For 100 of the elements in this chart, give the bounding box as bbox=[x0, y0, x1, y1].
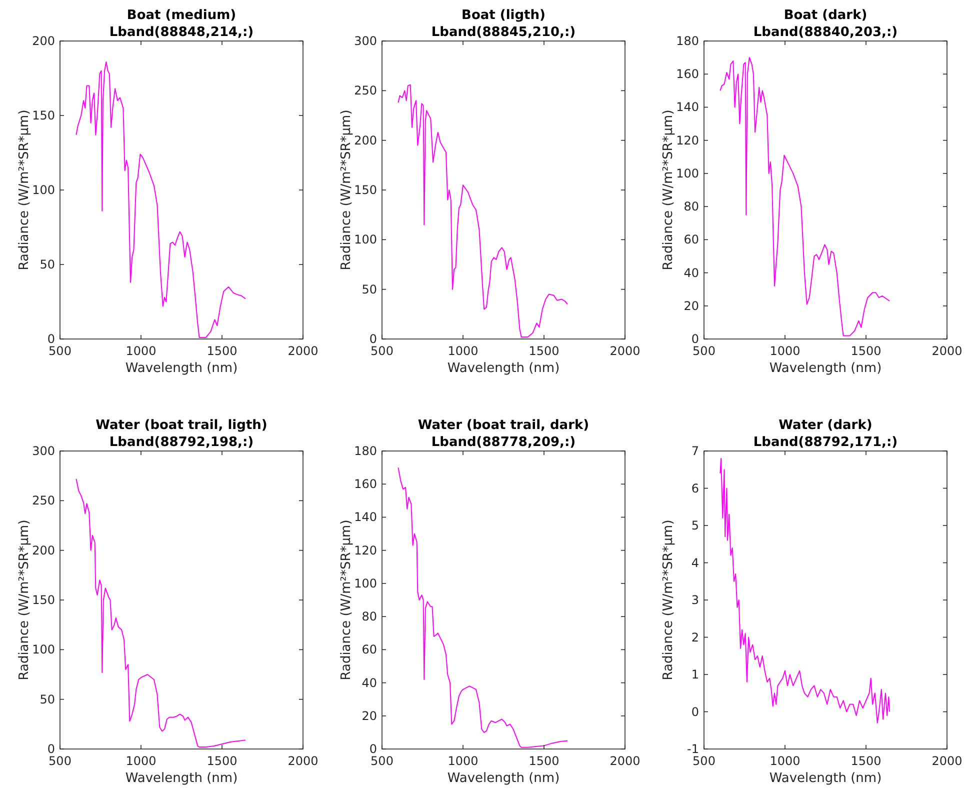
y-tick-label: 20 bbox=[362, 708, 377, 723]
x-tick-label: 1500 bbox=[528, 754, 560, 768]
line-series bbox=[720, 458, 890, 724]
y-tick-label: 250 bbox=[32, 494, 55, 508]
y-tick-label: 150 bbox=[32, 108, 55, 122]
x-tick-label: 1500 bbox=[850, 344, 882, 358]
y-tick-label: 100 bbox=[32, 642, 55, 657]
x-tick-label: 2000 bbox=[288, 754, 318, 768]
x-tick-label: 2000 bbox=[610, 754, 640, 768]
x-tick-label: 500 bbox=[370, 754, 394, 768]
line-series bbox=[720, 57, 890, 336]
y-tick-label: 200 bbox=[354, 133, 377, 148]
y-tick-label: -1 bbox=[687, 742, 699, 756]
x-tick-label: 1000 bbox=[126, 344, 156, 358]
y-tick-label: 200 bbox=[32, 34, 55, 48]
chart-subtitle: Lband(88792,171,:) bbox=[753, 435, 898, 450]
y-axis-title: Radiance (W/m²*SR*μm) bbox=[339, 110, 354, 270]
y-tick-label: 160 bbox=[676, 67, 699, 82]
x-axis-title: Wavelength (nm) bbox=[125, 361, 238, 376]
y-tick-label: 180 bbox=[676, 34, 699, 48]
line-series bbox=[76, 478, 246, 748]
y-tick-label: 50 bbox=[362, 282, 377, 296]
y-axis-title: Radiance (W/m²*SR*μm) bbox=[339, 520, 354, 680]
line-series bbox=[76, 61, 246, 338]
x-tick-label: 2000 bbox=[932, 344, 962, 358]
x-tick-label: 500 bbox=[692, 344, 716, 358]
y-tick-label: 0 bbox=[691, 704, 699, 719]
y-tick-label: 100 bbox=[354, 232, 377, 247]
y-tick-label: 40 bbox=[684, 266, 699, 280]
x-tick-label: 500 bbox=[48, 344, 72, 358]
x-axis-title: Wavelength (nm) bbox=[769, 771, 882, 786]
x-tick-label: 1000 bbox=[448, 344, 478, 358]
y-axis-title: Radiance (W/m²*SR*μm) bbox=[17, 520, 32, 680]
y-tick-label: 0 bbox=[47, 742, 55, 756]
y-tick-label: 50 bbox=[40, 258, 55, 272]
y-tick-label: 4 bbox=[691, 556, 699, 570]
y-tick-label: 60 bbox=[684, 232, 699, 247]
x-tick-label: 1000 bbox=[770, 754, 800, 768]
y-tick-label: 150 bbox=[32, 593, 55, 607]
y-tick-label: 300 bbox=[32, 444, 55, 458]
y-tick-label: 140 bbox=[354, 510, 377, 524]
y-tick-label: 150 bbox=[354, 183, 377, 197]
x-tick-label: 2000 bbox=[610, 344, 640, 358]
x-axis-title: Wavelength (nm) bbox=[447, 771, 560, 786]
chart-title: Boat (dark) bbox=[784, 8, 868, 23]
x-tick-label: 1500 bbox=[850, 754, 882, 768]
chart-subtitle: Lband(88792,198,:) bbox=[109, 435, 254, 450]
y-axis-title: Radiance (W/m²*SR*μm) bbox=[661, 520, 676, 680]
y-tick-label: 0 bbox=[369, 332, 377, 346]
y-tick-label: 0 bbox=[369, 742, 377, 756]
y-axis-title: Radiance (W/m²*SR*μm) bbox=[661, 110, 676, 270]
y-tick-label: 2 bbox=[691, 630, 699, 644]
y-tick-label: 120 bbox=[676, 133, 699, 148]
y-tick-label: 160 bbox=[354, 477, 377, 492]
y-tick-label: 250 bbox=[354, 84, 377, 98]
x-axis-title: Wavelength (nm) bbox=[125, 771, 238, 786]
y-tick-label: 40 bbox=[362, 676, 377, 690]
chart-title: Water (boat trail, ligth) bbox=[96, 418, 268, 433]
y-tick-label: 50 bbox=[40, 692, 55, 706]
x-tick-label: 500 bbox=[48, 754, 72, 768]
y-tick-label: 5 bbox=[691, 518, 699, 532]
y-tick-label: 140 bbox=[676, 100, 699, 114]
y-tick-label: 0 bbox=[47, 332, 55, 346]
y-tick-label: 0 bbox=[691, 332, 699, 346]
line-series bbox=[398, 467, 568, 748]
chart-subtitle: Lband(88848,214,:) bbox=[109, 25, 254, 40]
x-tick-label: 1500 bbox=[206, 344, 238, 358]
y-tick-label: 1 bbox=[691, 668, 699, 682]
y-axis-title: Radiance (W/m²*SR*μm) bbox=[17, 110, 32, 270]
y-tick-label: 120 bbox=[354, 543, 377, 558]
x-tick-label: 1000 bbox=[126, 754, 156, 768]
chart-title: Boat (medium) bbox=[126, 8, 236, 23]
chart-subtitle: Lband(88845,210,:) bbox=[431, 25, 576, 40]
y-tick-label: 80 bbox=[362, 610, 377, 624]
y-tick-label: 100 bbox=[32, 183, 55, 197]
chart-title: Water (boat trail, dark) bbox=[418, 418, 590, 433]
x-tick-label: 500 bbox=[692, 754, 716, 768]
y-tick-label: 100 bbox=[354, 576, 377, 590]
x-tick-label: 1000 bbox=[770, 344, 800, 358]
x-tick-label: 500 bbox=[370, 344, 394, 358]
chart-subtitle: Lband(88778,209,:) bbox=[431, 435, 576, 450]
y-tick-label: 80 bbox=[684, 200, 699, 214]
y-tick-label: 300 bbox=[354, 34, 377, 48]
y-tick-label: 20 bbox=[684, 298, 699, 313]
y-tick-label: 7 bbox=[691, 444, 699, 458]
x-tick-label: 1500 bbox=[206, 754, 238, 768]
x-axis-title: Wavelength (nm) bbox=[769, 361, 882, 376]
y-tick-label: 60 bbox=[362, 642, 377, 657]
chart-title: Boat (ligth) bbox=[462, 8, 546, 23]
line-series bbox=[398, 84, 568, 338]
x-tick-label: 2000 bbox=[288, 344, 318, 358]
x-tick-label: 1500 bbox=[528, 344, 560, 358]
y-tick-label: 100 bbox=[676, 166, 699, 180]
y-tick-label: 200 bbox=[32, 543, 55, 558]
x-axis-title: Wavelength (nm) bbox=[447, 361, 560, 376]
x-tick-label: 1000 bbox=[448, 754, 478, 768]
chart-subtitle: Lband(88840,203,:) bbox=[753, 25, 898, 40]
chart-title: Water (dark) bbox=[778, 418, 872, 433]
y-tick-label: 180 bbox=[354, 444, 377, 458]
x-tick-label: 2000 bbox=[932, 754, 962, 768]
